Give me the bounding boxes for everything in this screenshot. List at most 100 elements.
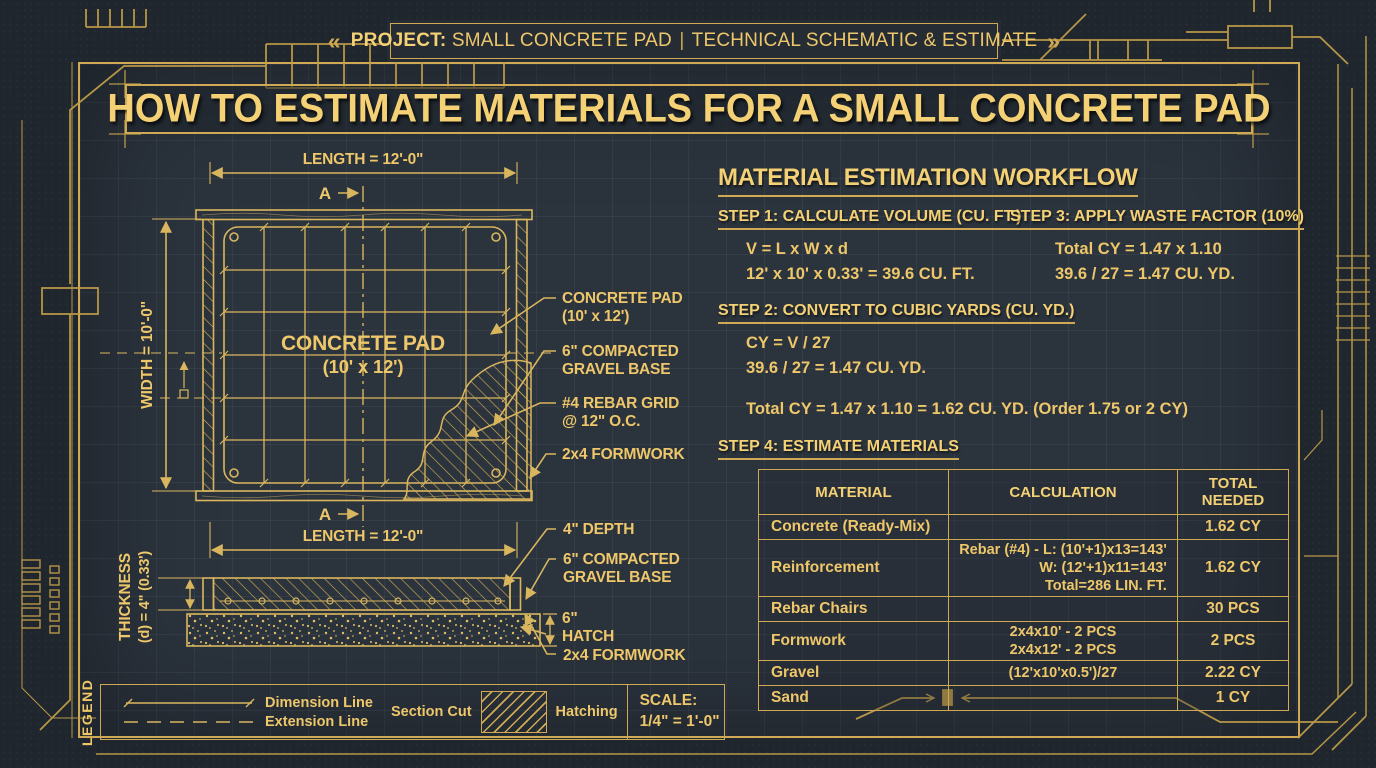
step-1-block: STEP 1: CALCULATE VOLUME (CU. FT.) V = L… <box>718 208 1022 287</box>
section-marker-a-bottom: A <box>319 505 331 524</box>
callout-rebar-grid-line1: #4 REBAR GRID <box>562 395 679 412</box>
section-view <box>158 508 557 655</box>
plan-length-dimension-label: LENGTH = 12'-0" <box>303 151 423 168</box>
step-4-title: STEP 4: ESTIMATE MATERIALS <box>718 438 959 460</box>
material-name: Sand <box>758 685 949 711</box>
title-box: HOW TO ESTIMATE MATERIALS FOR A SMALL CO… <box>107 84 1271 134</box>
project-label: PROJECT: <box>350 30 447 51</box>
material-estimation-workflow: MATERIAL ESTIMATION WORKFLOW STEP 1: CAL… <box>718 164 1304 711</box>
step-3-result: 39.6 / 27 = 1.47 CU. YD. <box>1055 265 1235 283</box>
table-row: Reinforcement Rebar (#4) - L: (10'+1)x13… <box>758 539 1289 597</box>
callout-section-gravel-line2: GRAVEL BASE <box>563 569 671 586</box>
extension-line-label: Extension Line <box>265 713 369 730</box>
step-2-formula: CY = V / 27 <box>746 334 831 352</box>
pad-label-line1: CONCRETE PAD <box>281 332 445 355</box>
material-total: 2 PCS <box>1177 621 1289 661</box>
step-3-formula: Total CY = 1.47 x 1.10 <box>1055 240 1222 258</box>
material-name: Gravel <box>758 660 949 686</box>
step-1-formula: V = L x W x d <box>746 240 848 258</box>
thickness-label-line2: (d) = 4" (0.33') <box>137 551 153 644</box>
scale-label: SCALE: <box>639 692 698 709</box>
col-header-material: MATERIAL <box>758 469 949 515</box>
section-cut-label: Section Cut <box>390 704 472 720</box>
section-rebar-dots <box>224 597 502 605</box>
material-calc: 2x4x10' - 2 PCS 2x4x12' - 2 PCS <box>948 621 1178 661</box>
technical-drawing: LENGTH = 12'-0" A WIDTH = 10'-0" CONCRET… <box>100 151 687 664</box>
calc-line: Total=286 LIN. FT. <box>1044 578 1167 594</box>
material-calc: (12'x10'x0.5')/27 <box>948 660 1178 686</box>
chevrons-left-icon: « <box>327 27 341 54</box>
table-row: Formwork 2x4x10' - 2 PCS 2x4x12' - 2 PCS… <box>758 621 1289 661</box>
material-total: 1 CY <box>1177 685 1289 711</box>
material-name: Formwork <box>758 621 949 661</box>
callout-rebar-grid-line2: @ 12" O.C. <box>562 413 640 430</box>
step-1-title: STEP 1: CALCULATE VOLUME (CU. FT.) <box>718 208 1022 230</box>
callout-plan-formwork: 2x4 FORMWORK <box>562 446 685 463</box>
scale-block: SCALE: 1/4" = 1'-0" <box>626 685 745 739</box>
legend-bar: Dimension Line Extension Line Section Cu… <box>100 684 725 740</box>
legend-title: LEGEND <box>79 678 95 746</box>
material-calc <box>948 685 1178 711</box>
material-name: Concrete (Ready-Mix) <box>758 514 949 540</box>
project-name: SMALL CONCRETE PAD <box>451 30 672 51</box>
material-calc: Rebar (#4) - L: (10'+1)x13=143' W: (12'+… <box>948 539 1178 597</box>
section-marker-a-top: A <box>319 184 331 203</box>
page-title: HOW TO ESTIMATE MATERIALS FOR A SMALL CO… <box>107 86 1271 131</box>
step-2-result: 39.6 / 27 = 1.47 CU. YD. <box>746 359 926 377</box>
material-calc <box>948 514 1178 540</box>
step-3-title: STEP 3: APPLY WASTE FACTOR (10%) <box>1010 208 1304 230</box>
callout-depth: 4" DEPTH <box>563 521 634 538</box>
header-subtitle: TECHNICAL SCHEMATIC & ESTIMATE <box>691 30 1038 51</box>
gravel-reveal-hatch <box>402 359 532 500</box>
hatching-label: Hatching <box>555 704 618 720</box>
calc-line: 2x4x12' - 2 PCS <box>1009 642 1117 658</box>
step-3-block: STEP 3: APPLY WASTE FACTOR (10%) Total C… <box>1010 208 1304 287</box>
material-total: 2.22 CY <box>1177 660 1289 686</box>
callout-concrete-pad-line1: CONCRETE PAD <box>562 290 682 307</box>
dimension-line-label: Dimension Line <box>265 694 373 711</box>
material-total: 30 PCS <box>1177 596 1289 622</box>
project-title-text: PROJECT: SMALL CONCRETE PAD | TECHNICAL … <box>351 30 1037 52</box>
col-header-calculation: CALCULATION <box>948 469 1178 515</box>
callout-concrete-pad-line2: (10' x 12') <box>562 308 629 325</box>
workflow-heading: MATERIAL ESTIMATION WORKFLOW <box>718 164 1138 197</box>
table-header-row: MATERIAL CALCULATION TOTAL NEEDED <box>758 469 1289 515</box>
material-name: Rebar Chairs <box>758 596 949 622</box>
callout-section-gravel-line1: 6" COMPACTED <box>563 551 680 568</box>
section-view-labels: THICKNESS (d) = 4" (0.33') 4" DEPTH 6" C… <box>117 521 687 664</box>
table-row: Concrete (Ready-Mix) 1.62 CY <box>758 514 1289 540</box>
calc-line: Rebar (#4) - L: (10'+1)x13=143' <box>959 542 1167 558</box>
material-name: Reinforcement <box>758 539 949 597</box>
chevrons-right-icon: » <box>1047 27 1061 54</box>
materials-table: MATERIAL CALCULATION TOTAL NEEDED Concre… <box>758 469 1289 711</box>
callout-section-formwork: 2x4 FORMWORK <box>563 647 686 664</box>
header-divider: | <box>679 30 685 51</box>
callout-hatch-line1: 6" <box>562 610 578 627</box>
step-2-block: STEP 2: CONVERT TO CUBIC YARDS (CU. YD.)… <box>718 302 1294 381</box>
plan-view-labels: LENGTH = 12'-0" A WIDTH = 10'-0" CONCRET… <box>139 151 686 545</box>
step-1-result: 12' x 10' x 0.33' = 39.6 CU. FT. <box>746 265 975 283</box>
section-length-dimension-label: LENGTH = 12'-0" <box>303 528 423 545</box>
total-cy-line: Total CY = 1.47 x 1.10 = 1.62 CU. YD. (O… <box>746 400 1189 418</box>
table-row: Sand 1 CY <box>758 685 1289 711</box>
hatching-icon <box>480 691 547 733</box>
calc-line: W: (12'+1)x11=143' <box>1039 560 1167 576</box>
thickness-label-line1: THICKNESS <box>117 553 134 641</box>
callout-hatch-line2: HATCH <box>562 628 614 645</box>
material-total: 1.62 CY <box>1177 514 1289 540</box>
calc-line: 2x4x10' - 2 PCS <box>1009 624 1117 640</box>
step-4-block: STEP 4: ESTIMATE MATERIALS <box>718 438 1294 460</box>
material-total: 1.62 CY <box>1177 539 1289 597</box>
pad-label-line2: (10' x 12') <box>323 356 404 377</box>
material-calc <box>948 596 1178 622</box>
project-header-band: « PROJECT: SMALL CONCRETE PAD | TECHNICA… <box>328 23 1060 59</box>
callout-gravel-base-line1: 6" COMPACTED <box>562 343 679 360</box>
steps-row-1-3: STEP 1: CALCULATE VOLUME (CU. FT.) V = L… <box>718 208 1304 287</box>
plan-width-dimension-label: WIDTH = 10'-0" <box>139 301 156 409</box>
plan-view <box>100 162 556 527</box>
scale-value: 1/4" = 1'-0" <box>639 713 720 730</box>
dimension-line-icon <box>123 698 255 707</box>
step-2-title: STEP 2: CONVERT TO CUBIC YARDS (CU. YD.) <box>718 302 1075 324</box>
line-symbols-group: Dimension Line Extension Line <box>122 695 373 730</box>
col-header-total-needed: TOTAL NEEDED <box>1177 469 1289 515</box>
